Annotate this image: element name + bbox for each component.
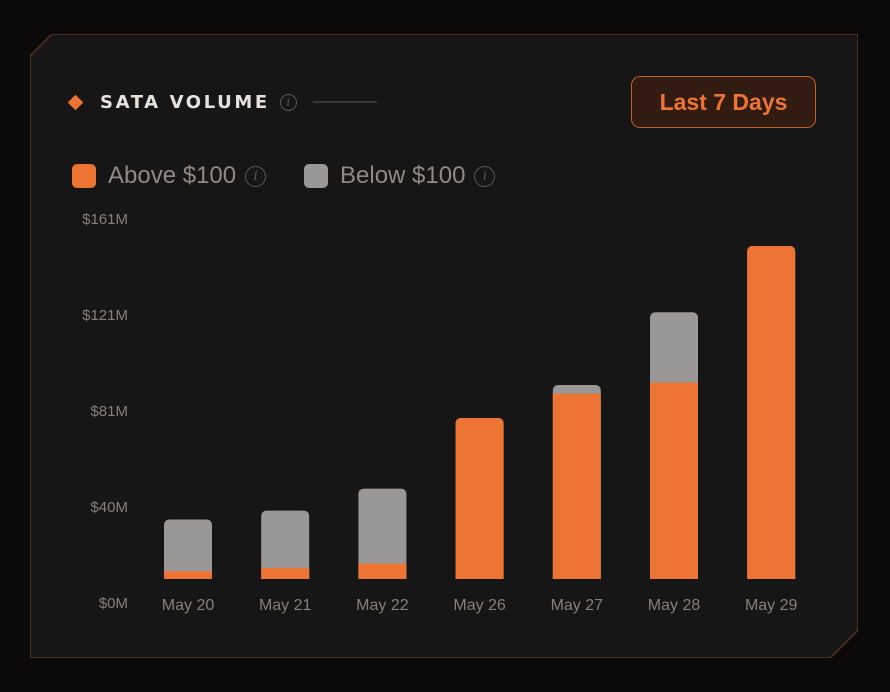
x-tick-label: May 29: [745, 597, 798, 614]
bar-segment-above-100[interactable]: [164, 571, 212, 579]
y-tick-label: $161M: [82, 211, 128, 228]
bar-segment-above-100[interactable]: [552, 393, 601, 579]
title-row: SATA VOLUME i: [67, 88, 377, 116]
bar-segment-below-100[interactable]: [164, 519, 212, 579]
bar-segment-above-100[interactable]: [747, 246, 796, 579]
y-tick-label: $81M: [90, 403, 128, 420]
bar-segment-above-100[interactable]: [650, 382, 698, 579]
bar-segment-below-100[interactable]: [261, 510, 310, 579]
info-icon[interactable]: i: [474, 165, 496, 187]
legend-label-above: Above $100: [108, 162, 237, 189]
bar-segment-below-100[interactable]: [358, 488, 407, 579]
chart-title: SATA VOLUME: [100, 91, 270, 113]
info-icon[interactable]: i: [279, 93, 297, 111]
x-tick-label: May 27: [551, 597, 604, 614]
y-tick-label: $0M: [99, 595, 128, 612]
legend-swatch-below: [304, 164, 328, 188]
legend-item-above[interactable]: Above $100 i: [72, 162, 267, 190]
y-tick-label: $40M: [90, 499, 128, 516]
legend-label-below: Below $100: [340, 162, 466, 189]
legend-swatch-above: [72, 164, 96, 188]
x-tick-label: May 22: [356, 597, 409, 614]
info-icon[interactable]: i: [245, 165, 267, 187]
y-tick-label: $121M: [82, 307, 128, 324]
legend-item-below[interactable]: Below $100 i: [304, 162, 496, 190]
last-7-days-button[interactable]: Last 7 Days: [631, 76, 816, 128]
bar-segment-above-100[interactable]: [261, 567, 310, 579]
bar-segment-above-100[interactable]: [455, 418, 504, 579]
x-tick-label: May 20: [162, 597, 215, 614]
x-tick-label: May 21: [259, 597, 312, 614]
x-tick-label: May 26: [453, 597, 506, 614]
title-divider: [312, 101, 377, 103]
bar-segment-above-100[interactable]: [358, 563, 407, 579]
x-tick-label: May 28: [648, 597, 701, 614]
